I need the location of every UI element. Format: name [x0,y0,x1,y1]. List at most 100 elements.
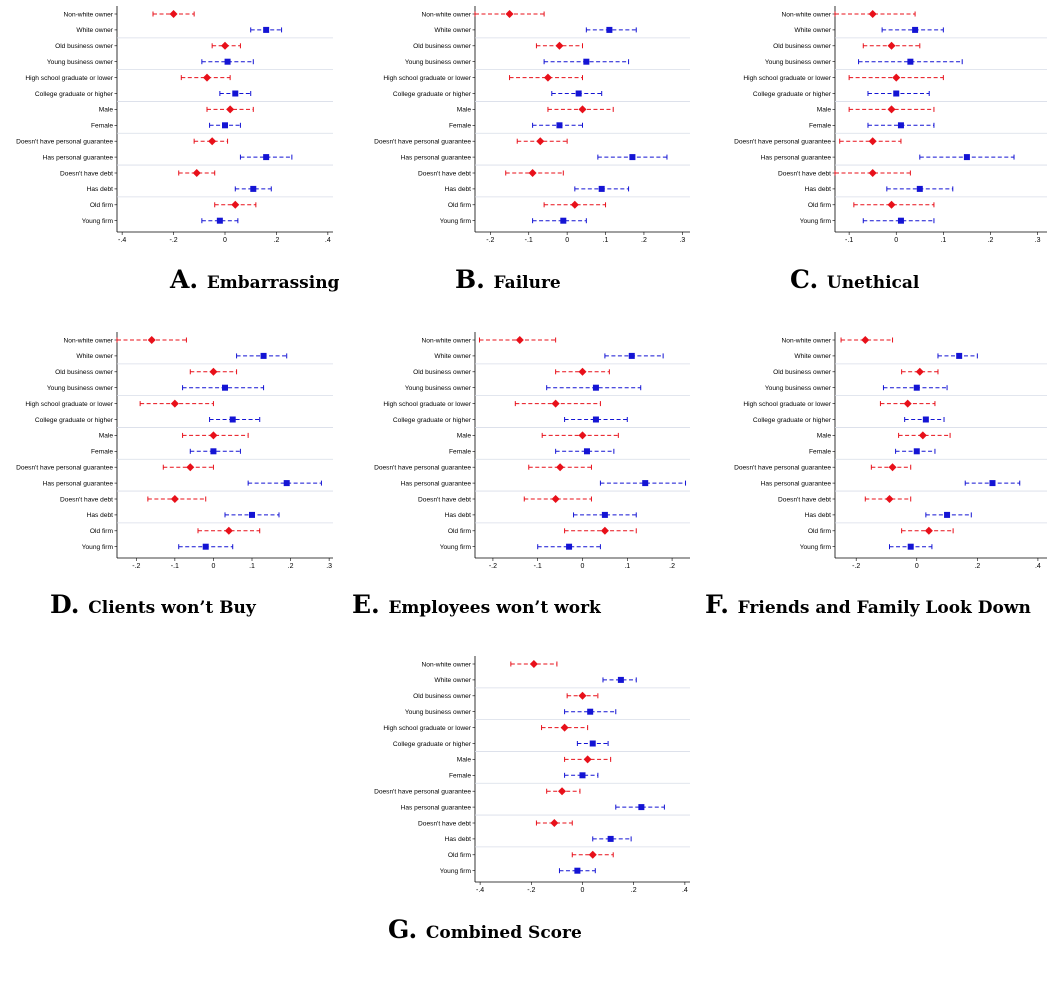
estimate-diamond [550,819,559,827]
panel-caption: A. Embarrassing [169,265,340,294]
estimate-diamond [903,399,912,408]
row-label: Doesn't have personal guarantee [374,465,471,472]
row-label: Has personal guarantee [43,154,114,161]
estimate-diamond [578,431,587,440]
estimate-diamond [918,431,927,440]
estimate-diamond [560,723,569,732]
row-label: Has debt [445,186,472,193]
row-label: Doesn't have debt [418,496,471,503]
x-tick-label: -.1 [171,563,179,570]
estimate-diamond [186,463,195,472]
row-label: Non-white owner [782,11,832,18]
row-label: Female [449,123,471,130]
x-tick-label: .4 [682,887,688,894]
row-label: White owner [794,353,831,360]
panel-title: Clients won’t Buy [88,598,257,618]
estimate-diamond [555,41,564,50]
estimate-square [222,384,228,391]
estimate-square [907,543,914,550]
row-label: Doesn't have debt [60,496,113,503]
row-label: Old business owner [55,369,114,376]
row-label: College graduate or higher [35,91,114,98]
panel-caption: G. Combined Score [388,915,582,944]
estimate-square [583,58,590,65]
row-label: Non-white owner [422,337,472,344]
estimate-diamond [226,105,235,114]
estimate-diamond [529,660,538,668]
row-label: Young firm [440,544,472,551]
x-tick-label: -.2 [852,563,860,570]
row-label: Old firm [90,528,114,535]
row-label: Has personal guarantee [761,480,832,487]
estimate-square [249,511,255,518]
estimate-square [592,384,599,391]
estimate-square [897,122,904,129]
estimate-diamond [558,787,567,796]
x-tick-label: .4 [1035,563,1041,570]
estimate-square [263,26,270,33]
x-tick-label: .3 [1035,237,1041,244]
row-label: High school graduate or lower [383,725,471,732]
estimate-diamond [528,169,537,177]
estimate-square [587,708,594,715]
x-tick-label: .1 [940,237,946,244]
x-tick-label: 0 [223,237,227,244]
row-label: White owner [434,27,471,34]
panel-title: Failure [494,273,561,293]
row-label: College graduate or higher [753,91,832,98]
estimate-diamond [221,41,229,50]
estimate-square [210,448,217,455]
row-label: Doesn't have personal guarantee [374,139,471,146]
panel-caption: F. Friends and Family Look Down [705,590,1031,619]
estimate-diamond [888,463,897,472]
row-label: Non-white owner [422,661,472,668]
x-tick-label: -.2 [169,237,177,244]
estimate-square [202,543,209,550]
x-tick-label: 0 [915,563,919,570]
estimate-square [607,835,614,842]
row-label: College graduate or higher [35,417,114,424]
x-tick-label: .3 [679,237,685,244]
estimate-diamond [924,526,933,535]
estimate-diamond [887,200,896,209]
panel-title: Combined Score [426,923,582,943]
row-label: College graduate or higher [393,417,472,424]
estimate-diamond [170,399,179,408]
x-tick-label: -.2 [132,563,140,570]
x-tick-label: -.2 [489,563,497,570]
row-label: High school graduate or lower [25,401,113,408]
x-tick-label: 0 [894,237,898,244]
estimate-square [893,90,900,97]
row-label: Young business owner [47,59,114,66]
estimate-square [250,185,257,192]
x-tick-label: -.1 [525,237,533,244]
row-label: Old business owner [413,693,472,700]
panel-title: Embarrassing [207,273,340,293]
row-label: High school graduate or lower [743,75,831,82]
estimate-diamond [551,399,560,408]
x-tick-label: .2 [974,563,980,570]
x-tick-label: .2 [641,237,647,244]
panel-letter: B. [455,265,494,294]
row-label: Has personal guarantee [761,154,832,161]
x-tick-label: 0 [581,563,585,570]
x-tick-label: .3 [326,563,332,570]
estimate-diamond [536,137,545,146]
x-tick-label: 0 [211,563,215,570]
panel-title: Unethical [827,273,920,293]
estimate-diamond [868,137,877,146]
row-label: Has debt [445,512,472,519]
panel-caption: E. Employees won’t work [352,590,602,619]
row-label: Has personal guarantee [401,154,472,161]
row-label: White owner [434,677,471,684]
row-label: Has debt [87,186,114,193]
row-label: Young firm [82,218,114,225]
row-label: Non-white owner [782,337,832,344]
row-label: High school graduate or lower [383,75,471,82]
x-tick-label: 0 [565,237,569,244]
estimate-diamond [868,169,877,177]
row-label: Doesn't have personal guarantee [374,789,471,796]
estimate-diamond [887,105,896,114]
row-label: Doesn't have debt [778,496,831,503]
